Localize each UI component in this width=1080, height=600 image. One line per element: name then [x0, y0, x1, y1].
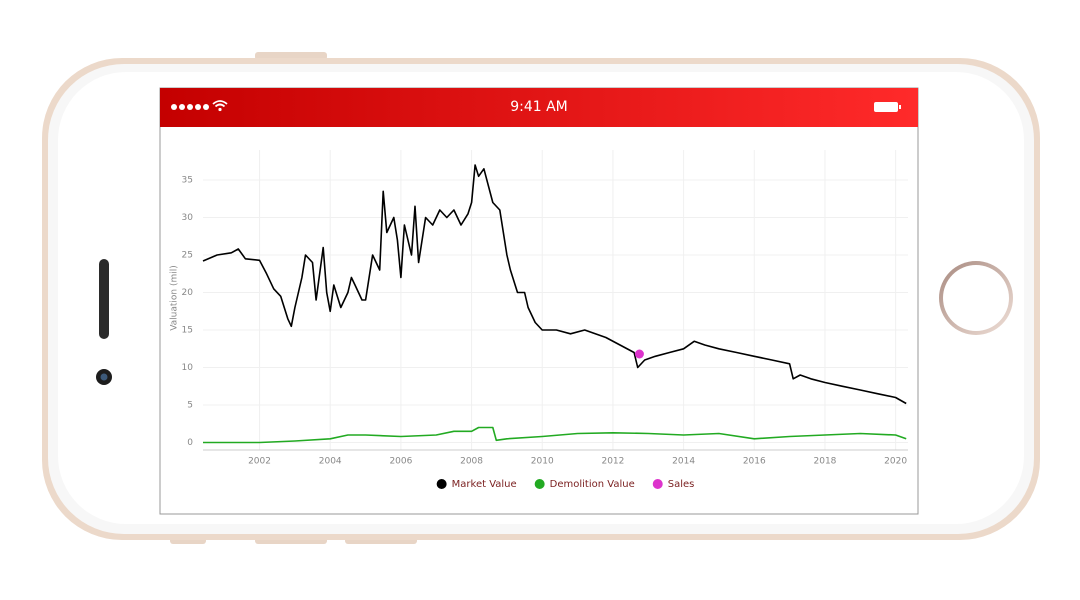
x-tick-label: 2016: [743, 457, 766, 467]
x-tick-label: 2014: [672, 457, 695, 467]
x-tick-label: 2010: [531, 457, 554, 467]
sales-point: [634, 349, 644, 359]
status-bar: 9:41 AM: [160, 88, 918, 127]
legend-marker: [436, 479, 447, 489]
y-tick-label: 15: [182, 326, 193, 336]
x-tick-label: 2020: [884, 457, 907, 467]
status-time: 9:41 AM: [510, 99, 568, 115]
y-tick-label: 0: [187, 438, 193, 448]
x-tick-label: 2008: [460, 457, 483, 467]
x-tick-label: 2018: [814, 457, 837, 467]
y-tick-label: 10: [182, 363, 194, 373]
y-tick-label: 25: [182, 251, 193, 261]
y-axis-label: Valuation (mil): [170, 265, 180, 331]
legend-label: Sales: [668, 479, 695, 490]
y-tick-label: 5: [187, 401, 193, 411]
y-tick-label: 30: [182, 213, 194, 223]
x-tick-label: 2002: [248, 457, 271, 467]
legend-marker: [652, 479, 663, 489]
legend-label: Market Value: [452, 479, 517, 490]
x-tick-label: 2006: [389, 457, 412, 467]
legend-label: Demolition Value: [550, 479, 635, 490]
series-line: [202, 164, 907, 405]
series-line: [203, 426, 907, 444]
y-tick-label: 35: [182, 176, 193, 186]
x-tick-label: 2012: [601, 457, 624, 467]
x-tick-label: 2004: [319, 457, 342, 467]
y-tick-label: 20: [182, 288, 194, 298]
legend-marker: [534, 479, 545, 489]
